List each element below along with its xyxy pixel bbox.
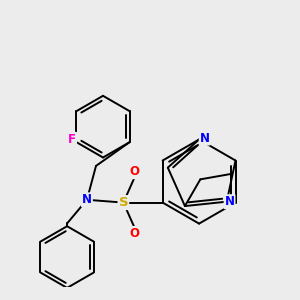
Text: S: S xyxy=(118,196,128,209)
Text: F: F xyxy=(68,133,76,146)
Text: N: N xyxy=(225,195,235,208)
Text: O: O xyxy=(130,227,140,240)
Text: N: N xyxy=(200,132,210,145)
Text: N: N xyxy=(82,193,92,206)
Text: O: O xyxy=(130,165,140,178)
